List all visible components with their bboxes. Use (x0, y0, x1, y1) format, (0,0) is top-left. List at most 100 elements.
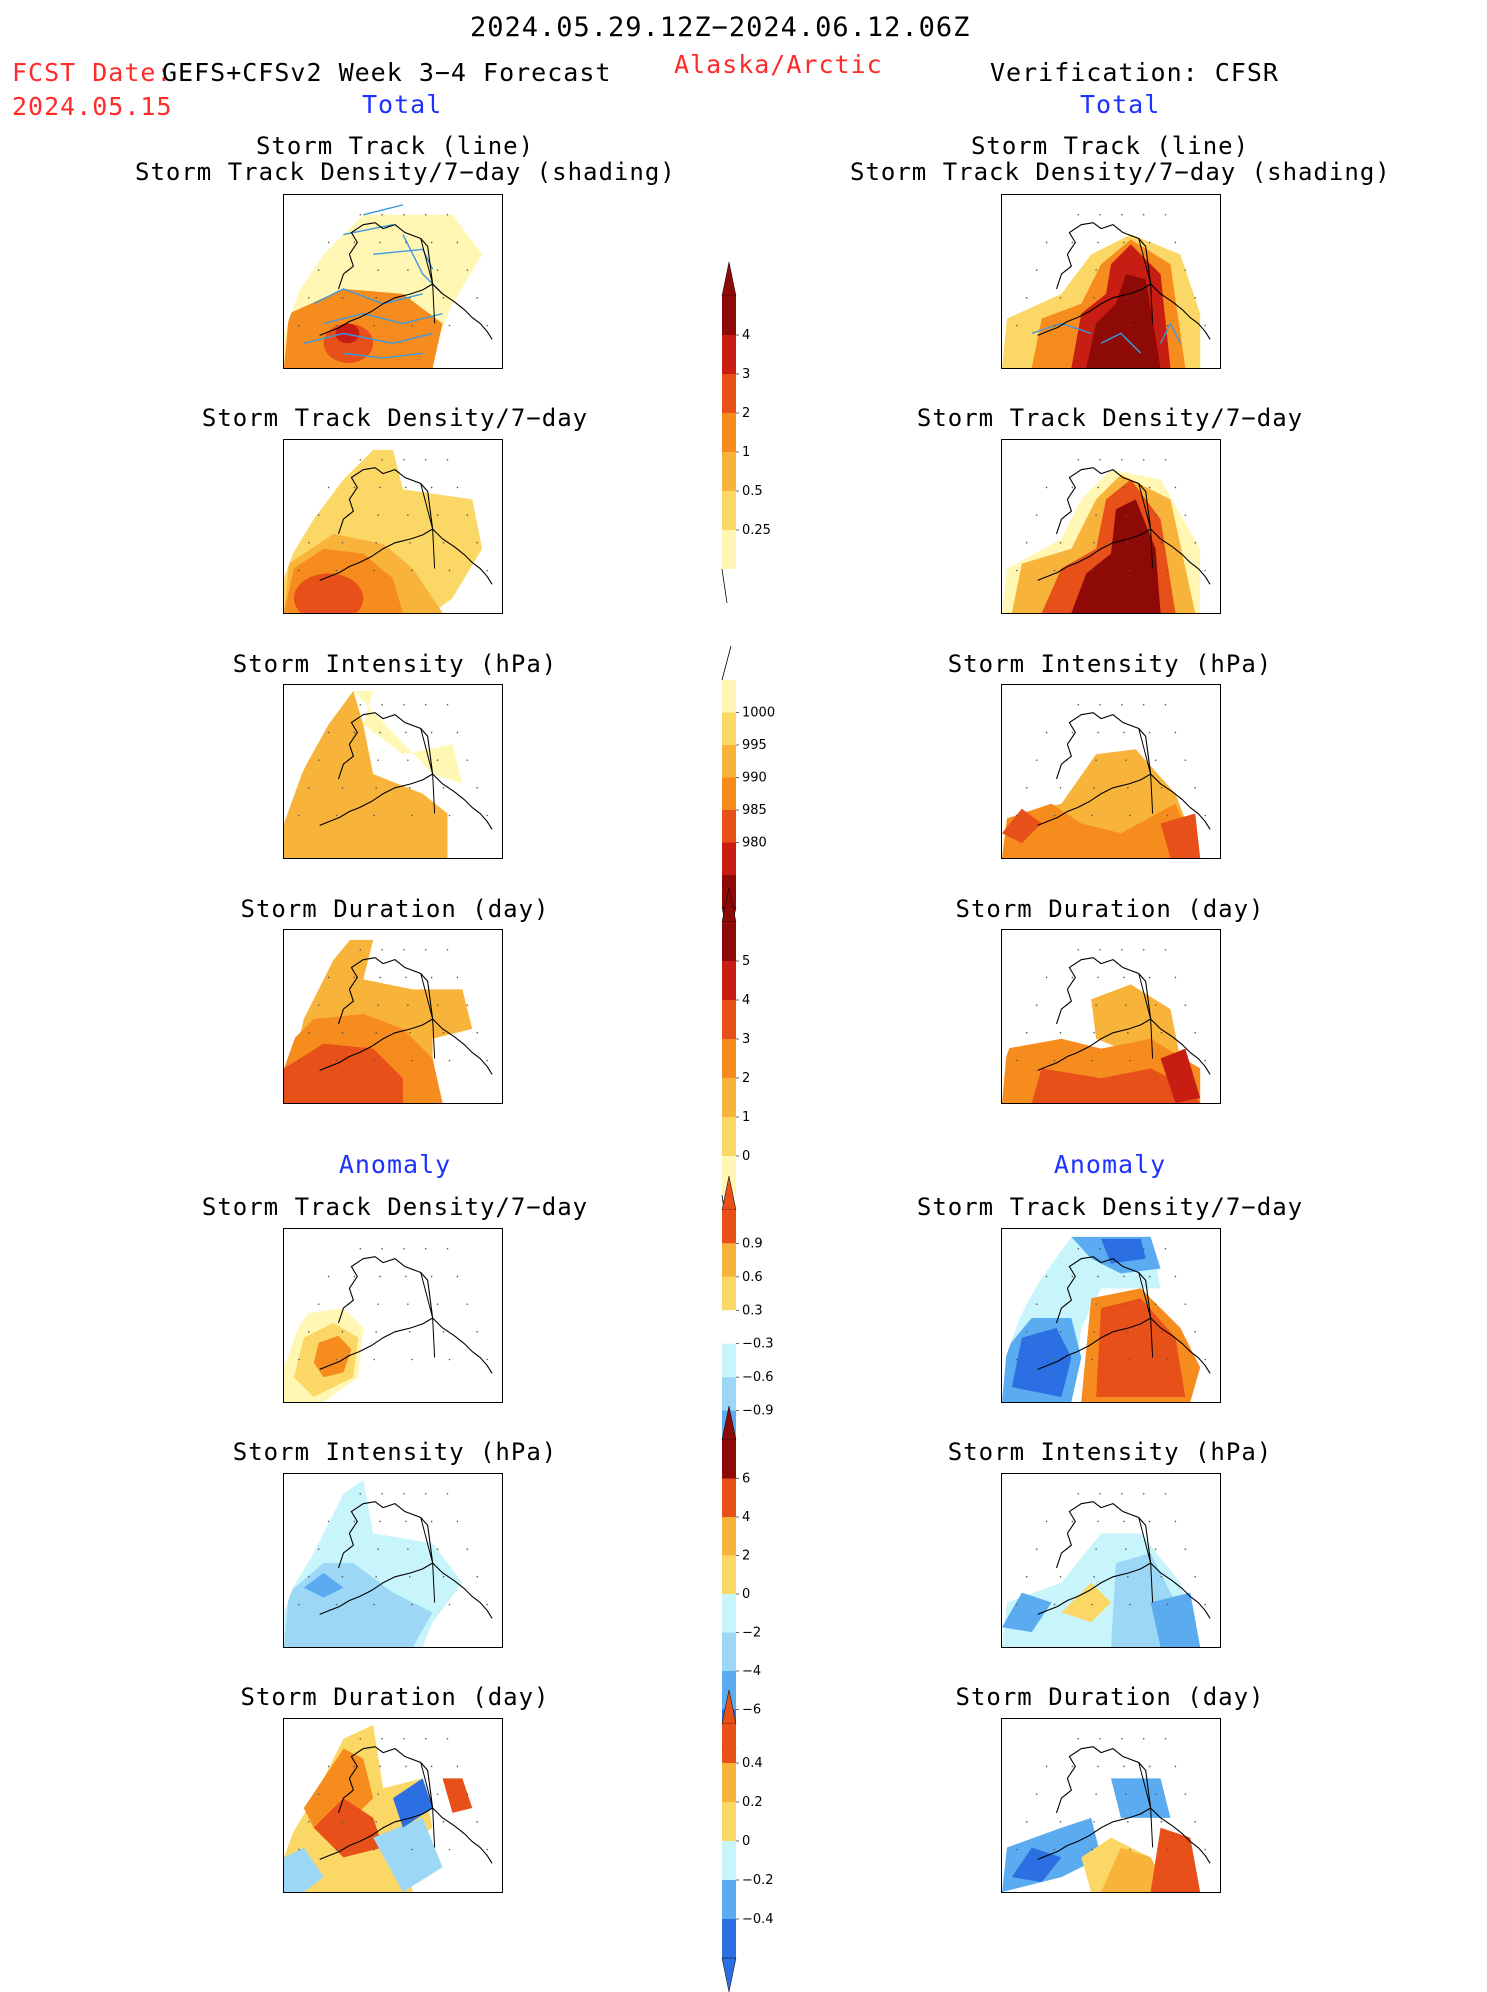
map-right-duration (1001, 929, 1221, 1104)
grid-dot (298, 1059, 300, 1062)
grid-dot (476, 1331, 479, 1333)
grid-dot (1174, 731, 1177, 734)
grid-dot (1166, 1059, 1169, 1062)
grid-dot (448, 1358, 451, 1361)
grid-dot (298, 324, 300, 327)
grid-dot (1071, 1520, 1074, 1523)
colorbar-segment (722, 1517, 736, 1556)
grid-dot (1142, 703, 1145, 706)
grid-dot (1071, 731, 1074, 734)
grid-dot (1174, 1275, 1177, 1278)
right-density-anom-shading-2 (1011, 1238, 1146, 1398)
grid-dot (442, 1576, 445, 1578)
grid-dot (1059, 1331, 1062, 1333)
grid-dot (1091, 569, 1093, 572)
map-left-intensity (283, 684, 503, 859)
grid-dot (1025, 1576, 1028, 1578)
grid-dot (337, 213, 340, 216)
grid-dot (1091, 324, 1093, 327)
border-line (420, 1517, 436, 1603)
coastline (319, 1256, 493, 1374)
grid-dot (335, 1358, 338, 1361)
grid-dot (448, 324, 451, 327)
map-left-density-anomaly (283, 1228, 503, 1403)
colorbar-segment (722, 1594, 736, 1633)
grid-dot (379, 241, 381, 244)
colorbar-duration-svg: 5 4 3 2 1 0 (721, 887, 750, 1230)
border-line (420, 483, 436, 569)
grid-dot (1121, 458, 1123, 461)
grid-dot (1123, 1520, 1125, 1523)
grid-dot (375, 787, 377, 789)
grid-dot (407, 759, 409, 761)
grid-dot (1142, 948, 1145, 951)
grid-dot (1127, 1032, 1129, 1034)
grid-dot (1035, 514, 1038, 516)
colorbar-tick-label: 0.3 (742, 1303, 763, 1318)
colorbar-tick-label: −0.9 (742, 1404, 774, 1419)
colorbar-intensity-anomaly: 6 4 2 0 −2 −4 −6 (718, 1405, 798, 1783)
grid-dot (1071, 1275, 1074, 1278)
grid-dot (456, 976, 459, 979)
coastline (319, 957, 493, 1075)
grid-dot (1093, 1821, 1095, 1823)
grid-dot (327, 1765, 330, 1768)
grid-dot (1035, 1793, 1038, 1795)
coastline (1037, 957, 1211, 1075)
left-track-map-svg (284, 204, 493, 368)
grid-dot (409, 542, 411, 544)
colorbar-tick-label: 980 (742, 836, 767, 851)
grid-dot (411, 814, 413, 817)
grid-dot (430, 731, 433, 734)
map-left-intensity-anomaly (283, 1473, 503, 1648)
grid-dot (327, 1275, 330, 1278)
fcst-date-label: FCST Date: (12, 58, 173, 87)
grid-dot (1025, 1821, 1028, 1823)
right-duration-anom-map-svg (1002, 1737, 1211, 1892)
colorbar-bottom-tip (721, 1957, 737, 1992)
grid-dot (409, 1032, 411, 1034)
grid-dot (407, 1303, 409, 1305)
grid-dot (1142, 1492, 1145, 1495)
grid-dot (1164, 1247, 1167, 1250)
grid-dot (381, 458, 383, 461)
left-total-label: Total (362, 90, 443, 119)
grid-dot (359, 213, 362, 216)
grid-dot (1077, 1247, 1080, 1250)
grid-dot (446, 948, 449, 951)
right-intensity-shading-2 (1002, 808, 1201, 858)
grid-dot (405, 976, 407, 979)
grid-dot (1164, 1492, 1167, 1495)
left-intensity-map-svg (284, 690, 493, 858)
grid-dot (337, 703, 340, 706)
grid-dot (1125, 759, 1127, 761)
grid-dot (456, 1275, 459, 1278)
grid-dot (1099, 1737, 1101, 1740)
grid-dot (307, 542, 310, 544)
grid-dot (1045, 241, 1048, 244)
grid-dot (403, 948, 405, 951)
grid-dot (442, 297, 445, 299)
colorbar-segment (722, 777, 736, 810)
colorbar-segment (722, 1724, 736, 1763)
grid-dot (424, 703, 427, 706)
grid-dot (486, 1603, 488, 1606)
colorbar-tick-label: 0 (742, 1149, 750, 1164)
right-density-title: Storm Track Density/7−day (916, 404, 1304, 432)
grid-dot (1154, 1004, 1157, 1006)
grid-dot (298, 1603, 300, 1606)
grid-dot (476, 542, 479, 544)
grid-dot (1025, 787, 1028, 789)
grid-dot (1045, 1275, 1048, 1278)
grid-dot (430, 1275, 433, 1278)
grid-dot (1055, 1737, 1058, 1740)
grid-dot (442, 1032, 445, 1034)
grid-dot (1091, 1603, 1093, 1606)
grid-dot (1025, 297, 1028, 299)
left-track-shading-title: Storm Track Density/7−day (shading) (135, 158, 676, 186)
coastline (319, 712, 493, 830)
grid-dot (1035, 1548, 1038, 1550)
grid-dot (1174, 241, 1177, 244)
map-right-duration-anomaly (1001, 1718, 1221, 1893)
grid-dot (375, 297, 377, 299)
